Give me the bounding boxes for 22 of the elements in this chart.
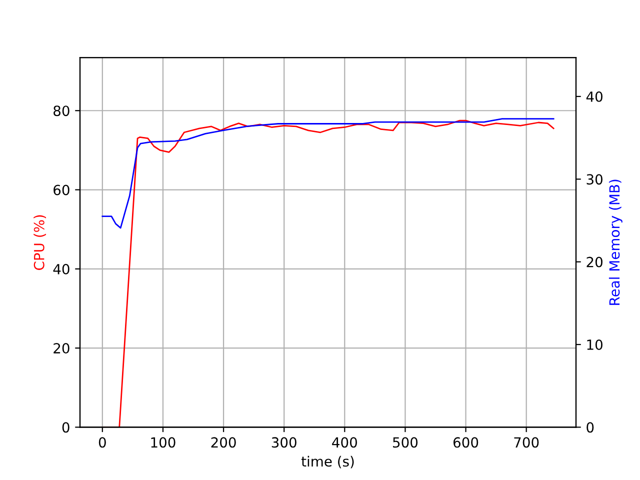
y2-tick-label: 0 [586, 422, 594, 433]
y-tick-label: 80 [54, 106, 70, 116]
y-tick-label: 40 [53, 264, 70, 274]
y-tick-label: 0 [62, 422, 70, 433]
line-series [102, 118, 554, 229]
x-tick-label: 500 [393, 437, 418, 448]
x-tick-label: 200 [211, 437, 236, 448]
y-axis-title: CPU (%) [34, 215, 46, 270]
x-tick-label: 100 [151, 437, 176, 448]
y2-tick-label: 20 [586, 256, 602, 268]
x-tick-label: 600 [453, 437, 478, 448]
x-axis-title: time (s) [301, 456, 354, 468]
y-tick-label: 20 [54, 343, 70, 354]
y2-tick-label: 30 [586, 174, 602, 185]
y2-tick-label: 40 [586, 91, 602, 102]
x-tick-label: 0 [98, 437, 106, 448]
y2-tick-label: 10 [587, 339, 602, 350]
y2-axis-title: Real Memory (MB) [608, 180, 622, 305]
x-tick-label: 300 [272, 437, 296, 448]
x-tick-label: 700 [514, 437, 539, 448]
x-tick-label: 400 [332, 437, 357, 448]
y-tick-label: 60 [54, 184, 70, 196]
